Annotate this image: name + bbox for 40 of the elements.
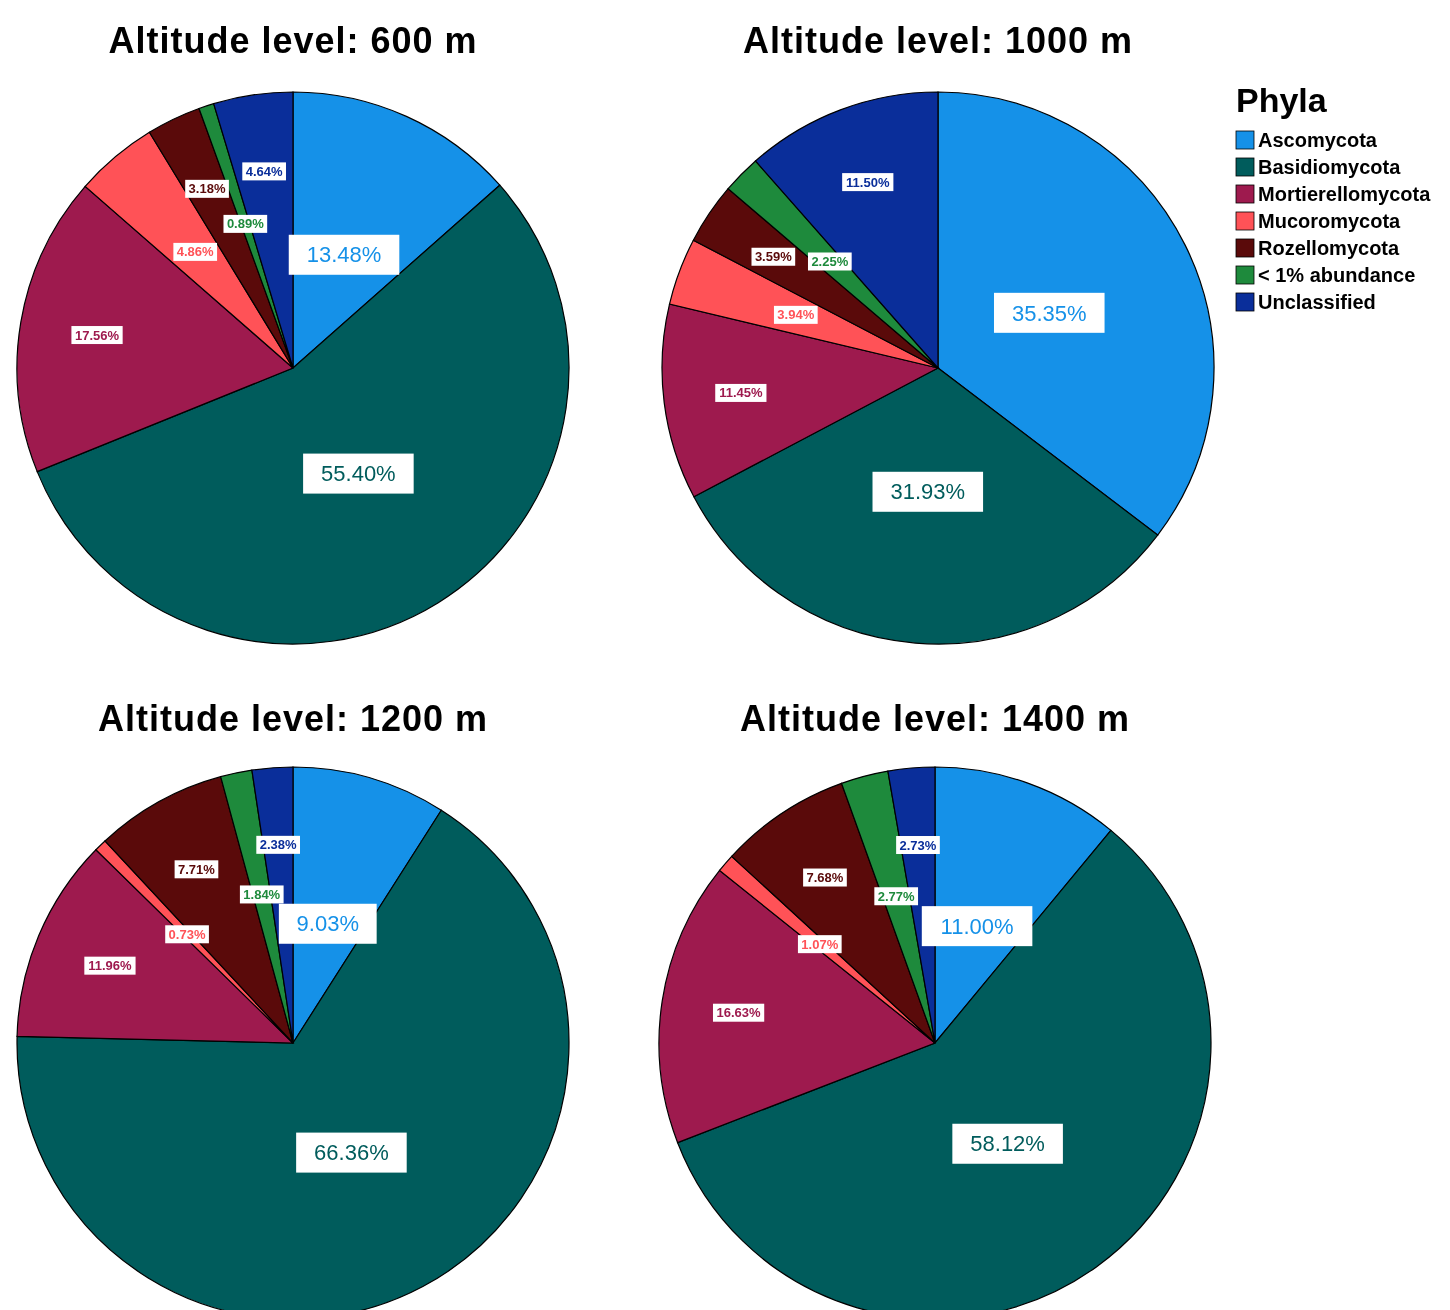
chart-title: Altitude level: 1000 m bbox=[742, 19, 1134, 61]
data-label: 35.35% bbox=[1011, 300, 1087, 326]
data-label: 17.56% bbox=[74, 327, 120, 343]
legend-label: Mucoromycota bbox=[1258, 210, 1402, 232]
chart-title: Altitude level: 1200 m bbox=[97, 697, 489, 739]
data-label: 7.68% bbox=[806, 870, 844, 886]
data-label: 3.18% bbox=[188, 181, 226, 197]
data-label: 11.96% bbox=[88, 958, 133, 974]
data-label: 13.48% bbox=[306, 242, 382, 268]
chart-title: Altitude level: 1400 m bbox=[739, 697, 1131, 739]
legend-label: Unclassified bbox=[1258, 291, 1376, 313]
data-label: 31.93% bbox=[890, 479, 966, 505]
data-label: 3.59% bbox=[754, 249, 793, 265]
data-label: 2.73% bbox=[899, 837, 937, 853]
data-label: 55.40% bbox=[321, 461, 396, 487]
legend-title: Phyla bbox=[1236, 80, 1328, 119]
data-label: 4.86% bbox=[176, 244, 215, 260]
data-label: 16.63% bbox=[716, 1005, 762, 1021]
data-label: 4.64% bbox=[245, 163, 283, 179]
data-label: 0.89% bbox=[226, 216, 265, 232]
data-label: 11.45% bbox=[719, 385, 763, 401]
data-label: 58.12% bbox=[970, 1131, 1045, 1157]
data-label: 1.07% bbox=[801, 936, 839, 952]
data-label: 2.77% bbox=[877, 888, 916, 904]
chart-title: Altitude level: 600 m bbox=[108, 19, 478, 61]
data-label: 66.36% bbox=[314, 1140, 389, 1166]
data-label: 1.84% bbox=[243, 887, 281, 902]
data-label: 3.94% bbox=[777, 307, 815, 323]
data-label: 0.73% bbox=[168, 926, 206, 942]
legend-label: < 1% abundance bbox=[1258, 264, 1416, 286]
data-label: 11.00% bbox=[940, 913, 1014, 939]
data-label: 2.38% bbox=[259, 837, 298, 853]
legend-label: Basidiomycota bbox=[1258, 156, 1402, 178]
legend-label: Ascomycota bbox=[1258, 129, 1378, 151]
data-label: 2.25% bbox=[811, 254, 849, 270]
data-label: 9.03% bbox=[296, 911, 359, 937]
legend-label: Mortierellomycota bbox=[1258, 183, 1432, 205]
data-label: 11.50% bbox=[846, 174, 890, 190]
legend-label: Rozellomycota bbox=[1258, 237, 1401, 259]
data-label: 7.71% bbox=[178, 861, 216, 877]
